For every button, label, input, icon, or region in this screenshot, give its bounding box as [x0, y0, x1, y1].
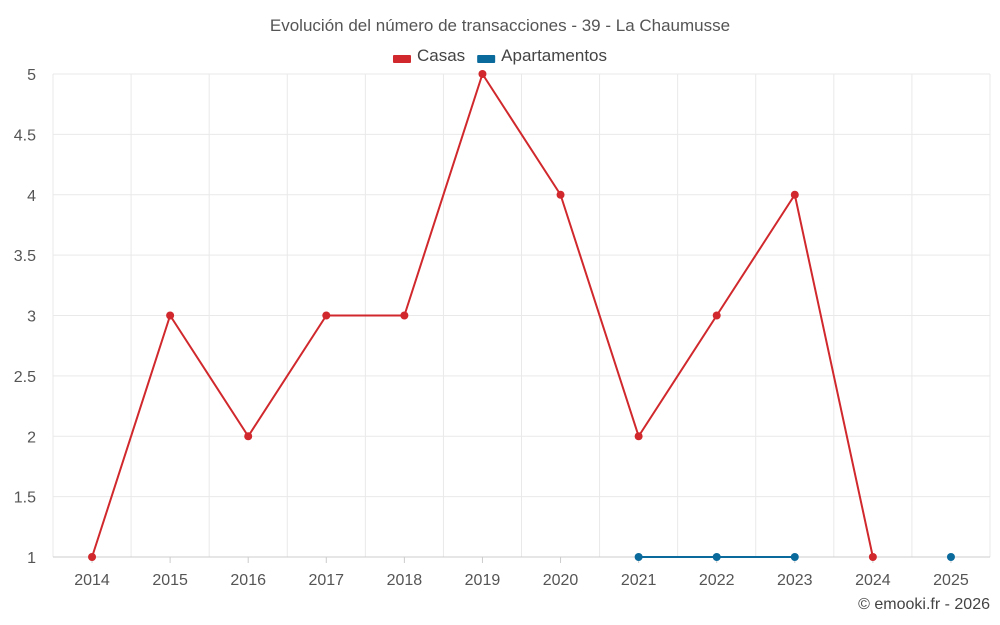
y-tick-label: 4.5 [14, 127, 36, 144]
x-tick-label: 2017 [308, 572, 344, 589]
data-point [556, 190, 565, 199]
x-tick-label: 2015 [152, 572, 188, 589]
legend: Casas Apartamentos [392, 46, 607, 65]
data-point [634, 432, 643, 441]
x-tick-label: 2024 [855, 572, 891, 589]
y-tick-label: 4 [27, 188, 36, 205]
data-point [478, 70, 487, 78]
data-point [166, 311, 175, 320]
y-tick-label: 2.5 [14, 369, 36, 386]
data-point [790, 190, 799, 199]
x-tick-label: 2021 [621, 572, 657, 589]
x-tick-label: 2022 [699, 572, 735, 589]
data-point [244, 432, 253, 441]
x-tick-label: 2018 [387, 572, 423, 589]
credit-text: © emooki.fr - 2026 [858, 596, 990, 613]
data-point [712, 553, 721, 561]
x-tick-label: 2020 [543, 572, 579, 589]
series-layer [88, 70, 955, 561]
x-tick-label: 2016 [230, 572, 266, 589]
legend-item-casas: Casas [392, 46, 465, 65]
series-apartamentos [634, 553, 955, 561]
axes: 1 1.5 2 2.5 3 3.5 4 4.5 5 2014 2015 2016 2017 2018 201… [14, 67, 990, 589]
data-point [868, 553, 877, 561]
series-casas [88, 70, 877, 561]
y-tick-label: 5 [27, 67, 36, 84]
x-tick-label: 2014 [74, 572, 110, 589]
legend-swatch [477, 55, 496, 63]
y-tick-label: 2 [27, 429, 36, 446]
data-point [946, 553, 955, 561]
x-tick-label: 2023 [777, 572, 813, 589]
legend-swatch [392, 55, 411, 63]
y-tick-label: 3 [27, 309, 36, 326]
y-tick-label: 1.5 [14, 490, 36, 507]
y-tick-label: 3.5 [14, 248, 36, 265]
grid [52, 73, 991, 557]
data-point [400, 311, 409, 320]
data-point [790, 553, 799, 561]
legend-label: Apartamentos [501, 46, 607, 65]
legend-label: Casas [417, 46, 465, 65]
chart-title: Evolución del número de transacciones - … [270, 16, 730, 35]
y-tick-label: 1 [27, 550, 36, 567]
data-point [634, 553, 643, 561]
data-point [88, 553, 97, 561]
legend-item-apartamentos: Apartamentos [477, 46, 607, 65]
data-point [712, 311, 721, 320]
x-tick-label: 2019 [465, 572, 501, 589]
x-tick-label: 2025 [933, 572, 969, 589]
data-point [322, 311, 331, 320]
